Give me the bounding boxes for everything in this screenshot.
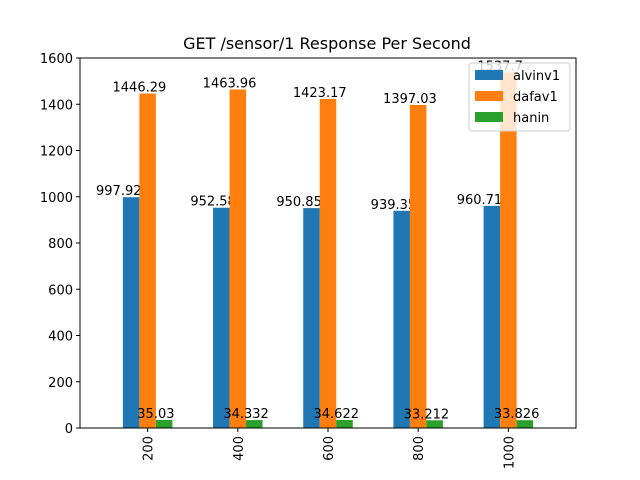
x-tick-label: 400 (232, 436, 247, 461)
data-label-dafav1-800: 1397.03 (383, 92, 437, 107)
y-tick-label: 800 (48, 237, 73, 252)
legend-swatch-alvinv1 (475, 70, 503, 80)
bar-dafav1-600 (319, 98, 337, 428)
x-tick-label: 200 (142, 436, 157, 461)
x-tick-label: 600 (322, 436, 337, 461)
legend-swatch-hanin (475, 112, 503, 122)
legend: alvinv1 dafav1 hanin (468, 62, 571, 132)
bar-hanin-600 (336, 419, 353, 428)
y-tick-label: 200 (48, 376, 73, 391)
plot-area: 997.928 952.58 950.858 939.35 960.714 1446.29… (96, 59, 540, 429)
chart-title: GET /sensor/1 Response Per Second (183, 34, 471, 53)
legend-label-dafav1: dafav1 (513, 90, 558, 105)
legend-label-hanin: hanin (513, 111, 549, 126)
bar-dafav1-400 (229, 89, 247, 428)
y-tick-label: 1200 (40, 145, 73, 160)
bar-alvinv1-1000 (483, 205, 501, 428)
data-label-dafav1-400: 1463.96 (203, 76, 257, 91)
data-label-hanin-200: 35.03 (137, 407, 174, 422)
data-label-dafav1-200: 1446.29 (113, 81, 167, 96)
data-label-alvinv1-400: 952.58 (190, 195, 236, 210)
y-tick-label: 400 (48, 330, 73, 345)
x-axis: 200 400 600 800 1000 (142, 428, 517, 469)
bar-alvinv1-200 (122, 197, 140, 428)
y-axis: 0 200 400 600 800 1000 1200 1400 1600 (40, 52, 80, 437)
data-label-alvinv1-1000: 960.714 (457, 193, 511, 208)
data-label-hanin-600: 34.622 (314, 407, 360, 422)
legend-label-alvinv1: alvinv1 (513, 69, 560, 84)
bar-dafav1-200 (139, 93, 156, 428)
bar-hanin-400 (246, 420, 263, 428)
bar-hanin-800 (426, 420, 443, 428)
bar-alvinv1-600 (303, 208, 320, 428)
y-tick-label: 1600 (40, 52, 73, 67)
y-tick-label: 600 (48, 283, 73, 298)
x-tick-label: 800 (412, 436, 427, 461)
legend-swatch-dafav1 (475, 91, 503, 101)
data-label-hanin-800: 33.212 (404, 407, 450, 422)
bar-alvinv1-400 (213, 207, 230, 428)
bar-dafav1-800 (409, 104, 427, 428)
data-label-alvinv1-800: 939.35 (371, 198, 417, 213)
bar-hanin-200 (155, 419, 173, 428)
x-tick-label: 1000 (502, 436, 517, 469)
data-label-hanin-1000: 33.826 (494, 407, 540, 422)
data-label-dafav1-600: 1423.17 (293, 86, 347, 101)
y-tick-label: 1400 (40, 98, 73, 113)
data-label-alvinv1-600: 950.858 (276, 195, 330, 210)
y-tick-label: 0 (65, 422, 73, 437)
data-label-alvinv1-200: 997.928 (96, 184, 150, 199)
bar-dafav1-1000 (500, 72, 517, 429)
bar-hanin-1000 (516, 420, 534, 428)
bar-alvinv1-800 (393, 210, 410, 428)
data-label-hanin-400: 34.332 (223, 407, 269, 422)
y-tick-label: 1000 (40, 191, 73, 206)
